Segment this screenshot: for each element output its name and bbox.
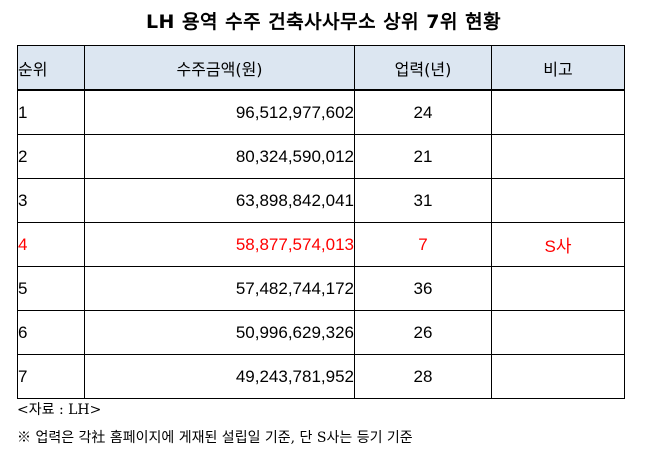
cell-years: 21 [354,134,492,179]
cell-note [491,266,625,311]
cell-note [491,89,625,135]
cell-amount: 96,512,977,602 [84,89,355,135]
cell-note [491,310,625,355]
table-row-highlighted: 4 58,877,574,013 7 S사 [17,222,625,267]
cell-note: S사 [491,222,625,267]
table-row: 2 80,324,590,012 21 [17,134,625,179]
source-note: <자료 : LH> [17,402,102,418]
table-header-row: 순위 수주금액(원) 업력(년) 비고 [17,45,625,91]
page-title: LH 용역 수주 건축사사무소 상위 7위 현황 [145,11,502,33]
cell-amount: 57,482,744,172 [84,266,355,311]
cell-note [491,354,625,399]
cell-rank: 5 [17,266,85,311]
footnote: ※ 업력은 각社 홈페이지에 게재된 설립일 기준, 단 S사는 등기 기준 [17,430,413,446]
cell-years: 28 [354,354,492,399]
cell-rank: 6 [17,310,85,355]
ranking-table: 순위 수주금액(원) 업력(년) 비고 1 96,512,977,602 2 4 … [17,45,625,399]
cell-amount: 58,877,574,013 [84,222,355,267]
cell-note [491,134,625,179]
table-row: 5 57,482,744,172 36 [17,266,625,311]
cell-amount: 80,324,590,012 [84,134,355,179]
table-row: 7 49,243,781,952 28 [17,354,625,399]
cell-rank: 4 [17,222,85,267]
cell-years: 26 [354,310,492,355]
header-amount: 수주금액(원) [84,45,355,91]
cell-amount: 49,243,781,952 [84,354,355,399]
cell-rank: 3 [17,178,85,223]
header-years: 업력(년) [354,45,492,91]
cell-rank: 2 [17,134,85,179]
cell-note [491,178,625,223]
header-rank: 순위 [17,45,85,91]
table-row: 6 50,996,629,326 26 [17,310,625,355]
cell-rank: 7 [17,354,85,399]
cell-amount: 50,996,629,326 [84,310,355,355]
header-note: 비고 [491,45,625,91]
cell-rank: 1 [17,89,85,135]
table-row: 3 63,898,842,041 31 [17,178,625,223]
table-row: 1 96,512,977,602 24 [17,89,625,135]
cell-years: 24 [354,89,492,135]
cell-years: 7 [354,222,492,267]
cell-years: 36 [354,266,492,311]
cell-amount: 63,898,842,041 [84,178,355,223]
cell-years: 31 [354,178,492,223]
